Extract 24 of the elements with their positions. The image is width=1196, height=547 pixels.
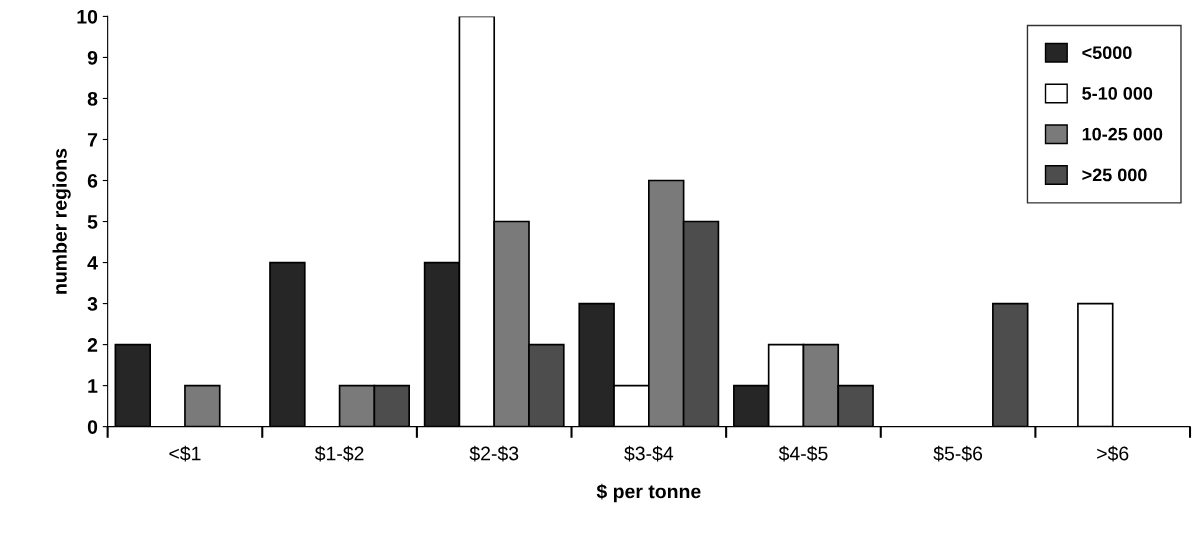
y-tick-label: 0 (87, 420, 98, 434)
y-tick-label: 3 (87, 297, 98, 311)
x-tick-label: $5-$6 (933, 445, 983, 462)
x-tick-label: $3-$4 (624, 445, 674, 462)
legend-label: 10-25 000 (1082, 127, 1163, 141)
x-tick-label: >$6 (1097, 445, 1129, 462)
y-tick-label: 1 (88, 379, 98, 393)
x-tick-label: $2-$3 (469, 445, 519, 462)
y-tick-label: 10 (77, 9, 98, 24)
y-tick-label: 8 (87, 91, 98, 106)
legend-label: >25 000 (1082, 168, 1147, 182)
x-tick-label: $1-$2 (314, 445, 364, 462)
y-tick-label: 5 (87, 215, 98, 229)
y-tick-label: 2 (87, 338, 98, 352)
y-tick-label: 6 (87, 173, 98, 188)
y-tick-label: 9 (87, 50, 98, 65)
legend-label: 5-10 000 (1082, 86, 1153, 100)
x-tick-label: $4-$5 (778, 445, 828, 462)
x-tick-label: <$1 (169, 445, 201, 462)
y-tick-label: 4 (87, 256, 98, 270)
legend-label: <5000 (1082, 46, 1132, 60)
x-axis-title: $ per tonne (596, 483, 701, 503)
y-tick-label: 7 (87, 133, 98, 147)
y-axis-title: number regions (52, 148, 71, 294)
